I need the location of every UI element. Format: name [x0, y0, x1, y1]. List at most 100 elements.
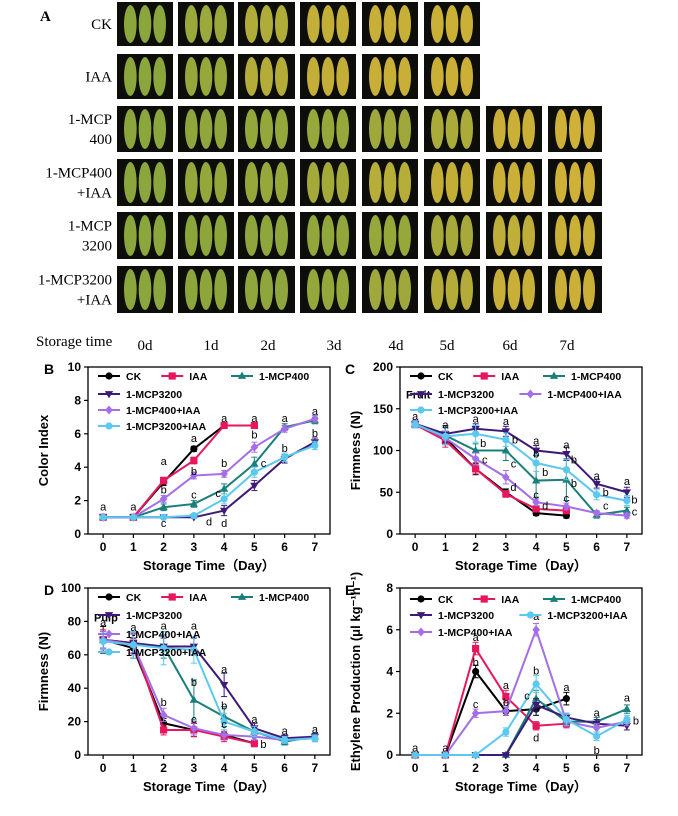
x-tick-label: 5: [563, 540, 570, 554]
legend-item: CK: [410, 371, 454, 383]
banana-finger: [569, 162, 581, 203]
data-point: [311, 441, 319, 450]
data-point: [280, 424, 289, 434]
significance-letter: a: [412, 743, 419, 755]
legend-label: 1-MCP400: [571, 371, 621, 383]
significance-letter: a: [251, 714, 258, 726]
banana-finger: [569, 269, 581, 310]
banana-finger: [245, 269, 258, 310]
legend-item: 1-MCP3200+IAA: [98, 647, 207, 659]
chart-pulp-firmness: D 0 1 2 3 4 5 6 7 0 20 40 60 80 100 Storage Time（Day） Fi…: [36, 581, 331, 794]
data-point: [220, 730, 228, 740]
y-tick-label: 0: [74, 748, 81, 762]
significance-letter: a: [130, 622, 137, 634]
legend-marker: [105, 648, 113, 656]
data-point: [502, 728, 510, 736]
significance-letter: a: [442, 419, 449, 431]
y-tick-label: 8: [386, 581, 393, 595]
banana-finger: [493, 215, 506, 256]
banana-finger: [185, 109, 198, 149]
banana-finger: [522, 162, 536, 203]
x-tick-label: 2: [472, 540, 479, 554]
treatment-label: CK: [91, 17, 112, 33]
legend: CK IAA 1-MCP400 1-MCP3200 1-MCP400+IAA 1-MCP3…: [98, 371, 309, 433]
banana-finger: [445, 109, 459, 149]
banana-finger: [275, 57, 288, 96]
significance-letter: c: [603, 500, 609, 512]
y-tick-label: 80: [68, 614, 82, 628]
series-line: [103, 638, 315, 740]
banana-finger: [431, 57, 444, 96]
data-point: [532, 497, 540, 507]
banana-finger: [321, 57, 335, 96]
banana-photo: [362, 106, 418, 152]
significance-letter: a: [191, 433, 198, 445]
significance-letter: b: [312, 428, 318, 440]
x-tick-label: 2: [160, 540, 167, 554]
legend-marker: [417, 595, 425, 603]
significance-letter: a: [282, 413, 289, 425]
banana-finger: [369, 57, 382, 96]
banana-finger: [260, 215, 273, 256]
series-line: [103, 417, 316, 519]
significance-letter: b: [571, 478, 577, 490]
banana-finger: [245, 5, 258, 43]
banana-photo: [117, 266, 173, 313]
banana-finger: [275, 5, 288, 43]
data-point: [472, 430, 480, 438]
legend-item: 1-MCP400+IAA: [98, 629, 201, 641]
banana-finger: [383, 109, 397, 149]
banana-finger: [445, 269, 459, 310]
banana-photo: [178, 212, 234, 259]
banana-finger: [369, 269, 382, 310]
data-point: [531, 447, 541, 455]
panel-letter: C: [345, 361, 355, 377]
banana-finger: [123, 269, 137, 310]
significance-letter: a: [503, 416, 510, 428]
data-point: [250, 468, 258, 476]
legend-label: 1-MCP400: [259, 592, 309, 604]
legend-marker: [168, 593, 176, 601]
banana-finger: [214, 5, 228, 43]
banana-photo: [424, 2, 480, 46]
data-point: [472, 667, 480, 676]
treatment-label: +IAA: [77, 186, 112, 202]
significance-letter: b: [221, 458, 227, 470]
banana-finger: [431, 269, 444, 310]
significance-letter: b: [221, 701, 227, 713]
significance-letter: c: [511, 459, 517, 471]
banana-finger: [493, 109, 506, 149]
banana-finger: [507, 109, 521, 149]
banana-finger: [336, 269, 349, 310]
series-line: [102, 638, 255, 745]
y-tick-label: 0: [74, 527, 81, 541]
banana-finger: [522, 269, 536, 310]
banana-finger: [398, 5, 411, 43]
series-line: [103, 419, 316, 519]
legend-label: CK: [438, 594, 454, 606]
banana-finger: [275, 269, 288, 310]
legend-marker: [526, 389, 535, 399]
legend-marker: [416, 612, 426, 620]
series-1-mcp3200-iaa: [411, 420, 631, 507]
legend-item: 1-MCP3200+IAA: [410, 405, 519, 417]
legend-marker: [417, 406, 425, 414]
banana-photo: [238, 106, 295, 152]
banana-finger: [185, 215, 198, 256]
banana-finger: [307, 162, 320, 203]
banana-finger: [460, 269, 473, 310]
chart-fruit-firmness: C 0 1 2 3 4 5 6 7 0 50 100 150 200 Storage Time（Day） Fi…: [345, 360, 643, 573]
banana-finger: [307, 269, 320, 310]
treatment-label: IAA: [85, 70, 112, 86]
banana-photo: [300, 159, 356, 206]
x-axis-label: Storage Time（Day）: [455, 558, 587, 573]
y-tick-label: 4: [74, 460, 81, 474]
banana-finger: [185, 269, 198, 310]
legend-marker: [105, 593, 113, 601]
legend-label: 1-MCP400+IAA: [547, 389, 622, 401]
x-tick-label: 3: [503, 540, 510, 554]
banana-photo: [548, 212, 602, 259]
legend-marker: [105, 405, 113, 415]
y-tick-label: 150: [373, 402, 393, 416]
